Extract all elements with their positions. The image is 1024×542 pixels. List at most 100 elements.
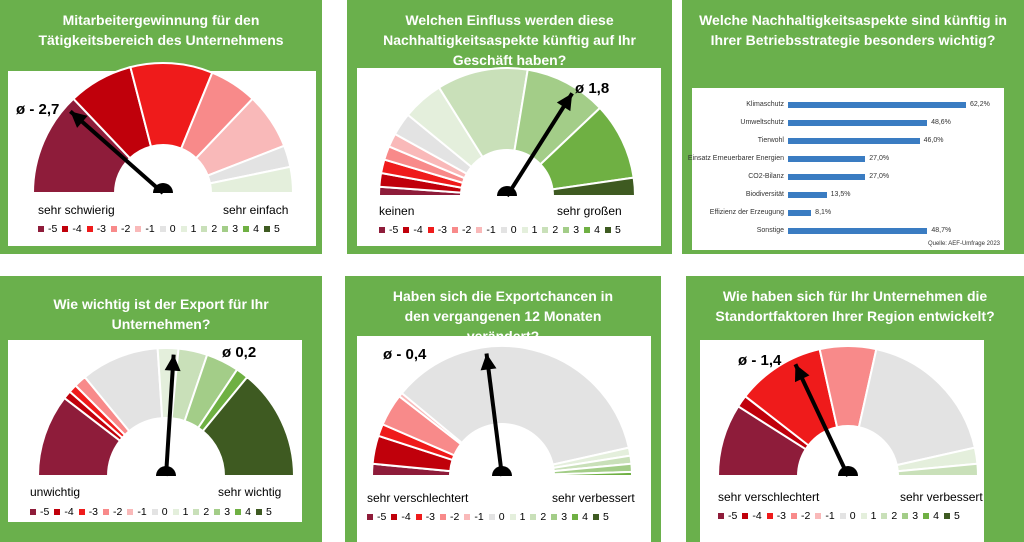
gauge-card-2: Welchen Einfluss werden diese Nachhaltig… bbox=[347, 0, 672, 254]
gauge-panel: ø 0,2 unwichtig sehr wichtig -5 -4 -3 -2 -1 0… bbox=[8, 340, 302, 522]
gauge-chart bbox=[31, 62, 295, 195]
legend-swatch bbox=[127, 509, 134, 515]
bar bbox=[788, 174, 866, 180]
legend-label: -2 bbox=[121, 223, 131, 235]
legend-item--2: -2 bbox=[791, 510, 810, 522]
left-scale-label: keinen bbox=[379, 204, 415, 218]
legend-item-0: 0 bbox=[839, 510, 856, 522]
legend-label: 1 bbox=[870, 510, 877, 522]
legend-swatch bbox=[103, 509, 110, 515]
legend-swatch bbox=[180, 226, 187, 232]
gauge-segment-4 bbox=[552, 470, 634, 477]
legend-label: 2 bbox=[211, 223, 218, 235]
average-label: ø - 1,4 bbox=[738, 352, 782, 369]
legend-swatch bbox=[440, 514, 447, 520]
legend-label: -3 bbox=[437, 224, 448, 236]
legend-item-3: 3 bbox=[563, 224, 579, 236]
legend-swatch bbox=[38, 226, 44, 232]
legend-swatch bbox=[742, 513, 749, 519]
legend-item--2: -2 bbox=[111, 223, 130, 235]
bar bbox=[788, 228, 928, 234]
legend-swatch bbox=[464, 514, 471, 520]
legend-label: -4 bbox=[401, 511, 411, 523]
legend-item-2: 2 bbox=[542, 224, 558, 236]
gauge-segment--3 bbox=[129, 62, 214, 150]
legend-swatch bbox=[815, 513, 822, 519]
legend: -5 -4 -3 -2 -1 0 1 2 3 4 5 bbox=[38, 223, 285, 235]
bar-value-label: 62,2% bbox=[969, 101, 990, 108]
gauge-segment-0 bbox=[83, 347, 164, 433]
legend-item--5: -5 bbox=[379, 224, 398, 236]
gauge-hub bbox=[838, 466, 858, 476]
legend-item-4: 4 bbox=[923, 510, 939, 522]
legend-swatch bbox=[30, 509, 36, 515]
legend-item--5: -5 bbox=[30, 506, 49, 518]
bar bbox=[788, 156, 866, 162]
legend-label: -4 bbox=[64, 506, 74, 518]
legend-label: 4 bbox=[933, 510, 939, 522]
legend-label: 0 bbox=[161, 506, 168, 518]
legend-item--4: -4 bbox=[742, 510, 762, 522]
legend-label: 3 bbox=[573, 224, 580, 236]
legend-label: -4 bbox=[72, 223, 82, 235]
gauge-segment-5 bbox=[551, 176, 637, 197]
gauge-card-6: Wie haben sich für Ihr Unternehmen die S… bbox=[686, 276, 1024, 542]
bar bbox=[788, 138, 920, 144]
legend: -5 -4 -3 -2 -1 0 1 2 3 4 5 bbox=[30, 506, 277, 518]
gauge-chart bbox=[370, 345, 634, 477]
legend-label: -5 bbox=[728, 510, 738, 522]
bar-category-label: Tierwohl bbox=[757, 137, 784, 144]
gauge-title: Mitarbeitergewinnung für den Tätigkeitsb… bbox=[38, 12, 284, 48]
legend-swatch bbox=[415, 514, 422, 520]
gauge-segment--2 bbox=[818, 345, 878, 429]
gauge-needle bbox=[164, 354, 176, 477]
legend-item--1: -1 bbox=[135, 223, 155, 235]
legend-swatch bbox=[135, 226, 142, 232]
gauge-needle-arrowhead bbox=[556, 93, 573, 112]
legend-label: 1 bbox=[182, 506, 189, 518]
legend-swatch bbox=[235, 509, 242, 515]
legend-swatch bbox=[563, 227, 570, 233]
legend-label: 1 bbox=[519, 511, 526, 523]
legend-swatch bbox=[902, 513, 909, 519]
legend-label: -5 bbox=[389, 224, 399, 236]
legend-item--4: -4 bbox=[54, 506, 74, 518]
gauge-title: Wie haben sich für Ihr Unternehmen die S… bbox=[715, 288, 995, 324]
legend-label: 0 bbox=[498, 511, 505, 523]
legend-swatch bbox=[151, 509, 158, 515]
legend-item--1: -1 bbox=[815, 510, 835, 522]
bar-value-label: 13,5% bbox=[830, 191, 851, 198]
legend-item-1: 1 bbox=[509, 511, 526, 523]
gauge-segment-1 bbox=[208, 165, 295, 194]
legend-swatch bbox=[367, 514, 373, 520]
legend-label: 5 bbox=[614, 224, 621, 236]
legend-label: -4 bbox=[413, 224, 423, 236]
gauge-segment-0 bbox=[857, 347, 977, 467]
legend-swatch bbox=[766, 513, 773, 519]
gauge-card-5: Haben sich die Exportchancen in den verg… bbox=[345, 276, 661, 542]
legend-swatch bbox=[54, 509, 61, 515]
legend-label: -5 bbox=[48, 223, 58, 235]
right-scale-label: sehr einfach bbox=[223, 203, 289, 217]
gauge-segment--5 bbox=[31, 97, 132, 194]
legend-item-0: 0 bbox=[159, 223, 176, 235]
legend-label: 0 bbox=[510, 224, 517, 236]
legend-label: 5 bbox=[602, 511, 609, 523]
legend-item-4: 4 bbox=[584, 224, 600, 236]
legend-label: 0 bbox=[169, 223, 176, 235]
legend-swatch bbox=[604, 227, 611, 233]
legend-label: -3 bbox=[776, 510, 787, 522]
legend-item-4: 4 bbox=[235, 506, 251, 518]
gauge-needle-arrowhead bbox=[164, 354, 181, 372]
gauge-card-4: Wie wichtig ist der Export für Ihr Unter… bbox=[0, 276, 322, 542]
gauge-segment-2 bbox=[437, 67, 529, 159]
gauge-hub bbox=[156, 466, 176, 476]
legend-item-2: 2 bbox=[881, 510, 897, 522]
legend-swatch bbox=[488, 514, 495, 520]
legend-swatch bbox=[860, 513, 867, 519]
legend-label: -3 bbox=[96, 223, 107, 235]
legend-swatch bbox=[509, 514, 516, 520]
gauge-needle-arrowhead bbox=[480, 353, 497, 371]
legend-swatch bbox=[476, 227, 483, 233]
legend-swatch bbox=[243, 226, 250, 232]
